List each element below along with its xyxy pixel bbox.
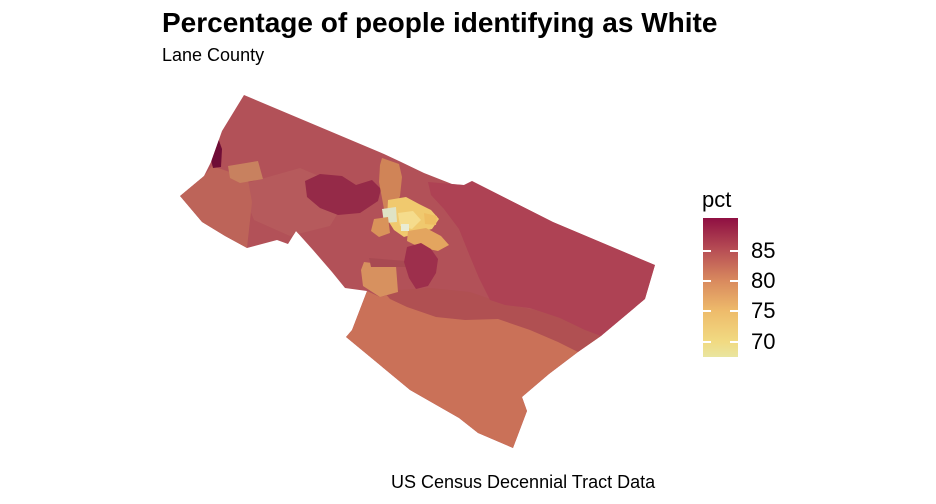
tract-region-eugene-orange-west bbox=[371, 217, 390, 237]
tract-region-tan-tract-nw bbox=[228, 161, 263, 183]
tract-region-dark-sliver-sw-cluster bbox=[369, 258, 408, 267]
plot-subtitle: Lane County bbox=[162, 45, 265, 65]
tract-region-spencer-butte-dark-blob bbox=[404, 243, 438, 289]
tract-region-west-coastal-lobe bbox=[180, 166, 252, 248]
tract-region-central-north-dark-blob bbox=[305, 174, 381, 215]
tract-region-eugene-pale-tract-2 bbox=[401, 224, 409, 231]
tract-region-east-cascades-region bbox=[428, 181, 655, 336]
tract-region-lorane-orange-tract bbox=[361, 262, 398, 297]
plot-caption: US Census Decennial Tract Data bbox=[391, 472, 656, 492]
tract-region-south-brick-band bbox=[383, 288, 601, 352]
tract-region-eugene-gold-2 bbox=[424, 213, 437, 225]
plot-title: Percentage of people identifying as Whit… bbox=[162, 7, 718, 38]
tract-region-orange-column-north bbox=[379, 158, 402, 211]
